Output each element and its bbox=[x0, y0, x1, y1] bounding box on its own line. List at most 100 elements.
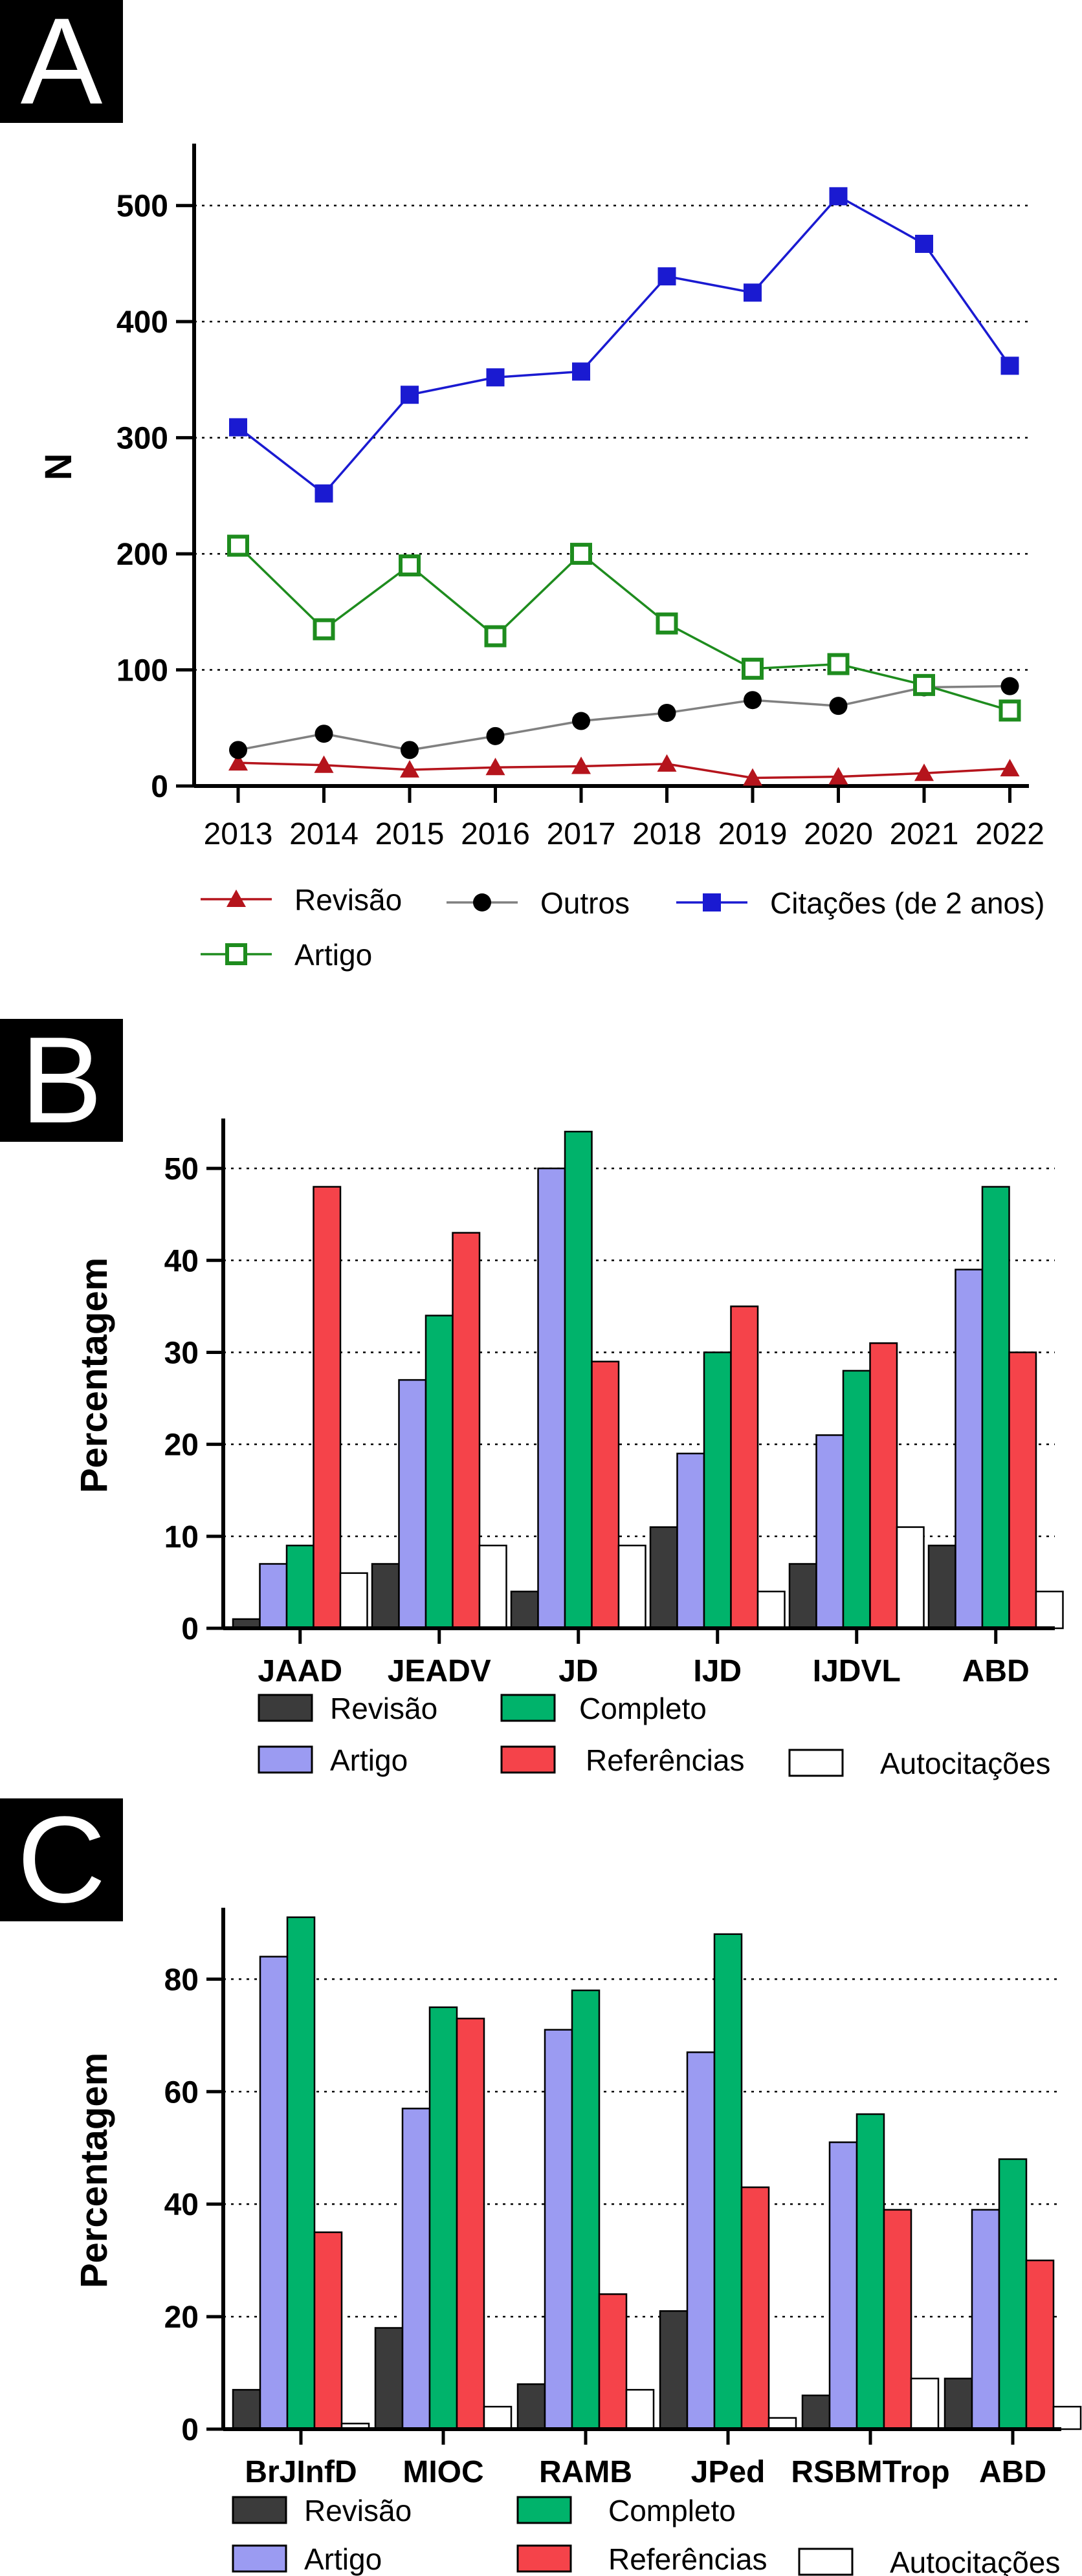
data-point-artigo bbox=[399, 554, 421, 577]
bar-autocitacoes-ijd bbox=[756, 1590, 786, 1630]
y-tick-label: 400 bbox=[116, 305, 168, 340]
legend-swatch-artigo bbox=[232, 2544, 287, 2573]
bar-referencias-ijd bbox=[730, 1305, 759, 1630]
chart-c-bar: 0 20 40 60 80 Percentagem BrJInfD MIOC RAMB JPed R… bbox=[73, 1908, 1082, 2576]
data-point-revisao bbox=[1000, 759, 1020, 777]
data-point-artigo bbox=[742, 657, 764, 680]
x-tick-label: JEADV bbox=[388, 1654, 491, 1688]
y-tick-label: 40 bbox=[164, 1244, 199, 1278]
bar-artigo-abd bbox=[955, 1269, 984, 1630]
bar-completo-brjinfd bbox=[286, 1916, 316, 2430]
bar-revisao-jped bbox=[659, 2310, 689, 2430]
bar-referencias-abd bbox=[1008, 1351, 1037, 1630]
bar-referencias-ijdvl bbox=[869, 1342, 898, 1630]
data-point-outros bbox=[572, 712, 590, 730]
bar-autocitacoes-abd bbox=[1035, 1590, 1064, 1630]
legend-swatch-completo bbox=[500, 1694, 556, 1722]
bar-autocitacoes-ramb bbox=[625, 2388, 655, 2430]
bar-referencias-jd bbox=[591, 1360, 620, 1630]
legend-swatch-autocitacoes bbox=[788, 1749, 844, 1777]
bar-revisao-brjinfd bbox=[232, 2388, 261, 2430]
legend-marker-citacoes-de-2-anos bbox=[703, 893, 721, 911]
bar-revisao-jeadv bbox=[371, 1563, 400, 1630]
bar-artigo-mioc bbox=[401, 2108, 431, 2430]
x-tick-label: 2019 bbox=[718, 817, 788, 851]
data-point-outros bbox=[315, 725, 333, 743]
x-tick-label: ABD bbox=[979, 2455, 1046, 2489]
data-point-outros bbox=[229, 741, 247, 759]
data-point-revisao bbox=[314, 755, 334, 773]
data-point-artigo bbox=[227, 534, 249, 557]
data-point-citacoes-de-2-anos bbox=[572, 362, 590, 381]
bar-referencias-brjinfd bbox=[313, 2231, 343, 2430]
y-tick-label: 30 bbox=[164, 1336, 199, 1370]
bar-referencias-rsbmtrop bbox=[883, 2209, 912, 2430]
x-tick-label: JD bbox=[558, 1654, 598, 1688]
bar-artigo-jaad bbox=[259, 1563, 288, 1630]
bar-autocitacoes-jeadv bbox=[478, 1544, 507, 1630]
y-axis-title: N bbox=[38, 453, 80, 481]
legend-label: Revisão bbox=[294, 883, 402, 917]
bar-revisao-rsbmtrop bbox=[801, 2394, 831, 2430]
y-tick-label: 20 bbox=[164, 2300, 199, 2335]
bar-revisao-ijd bbox=[649, 1526, 678, 1630]
series-line-outros bbox=[237, 684, 1010, 752]
bar-revisao-ijdvl bbox=[788, 1563, 817, 1630]
legend-label: Referências bbox=[586, 1743, 744, 1777]
data-point-artigo bbox=[570, 543, 592, 565]
data-point-revisao bbox=[400, 759, 419, 778]
x-tick-label: RSBMTrop bbox=[791, 2455, 949, 2489]
bar-revisao-ramb bbox=[516, 2383, 546, 2430]
y-tick-label: 10 bbox=[164, 1520, 199, 1555]
bar-completo-ramb bbox=[571, 1989, 601, 2430]
data-point-citacoes-de-2-anos bbox=[829, 187, 848, 206]
data-point-citacoes-de-2-anos bbox=[486, 368, 505, 387]
legend-label: Artigo bbox=[330, 1743, 408, 1777]
legend-label: Autocitações bbox=[880, 1747, 1050, 1780]
data-point-artigo bbox=[656, 612, 678, 635]
x-tick-label: IJD bbox=[693, 1654, 742, 1688]
legend-label: Citações (de 2 anos) bbox=[770, 886, 1044, 920]
data-point-citacoes-de-2-anos bbox=[1000, 356, 1019, 375]
x-tick-label: MIOC bbox=[403, 2455, 483, 2489]
bar-autocitacoes-jd bbox=[617, 1544, 646, 1630]
bar-autocitacoes-mioc bbox=[483, 2405, 513, 2430]
panel-label-c: C bbox=[0, 1798, 123, 1921]
data-point-outros bbox=[486, 726, 505, 745]
data-point-citacoes-de-2-anos bbox=[315, 484, 333, 503]
panel-label-b: B bbox=[0, 1019, 123, 1142]
legend-swatch-revisao bbox=[232, 2496, 287, 2524]
bar-revisao-jd bbox=[510, 1590, 539, 1630]
x-tick-label: 2016 bbox=[461, 817, 530, 851]
data-point-revisao bbox=[657, 754, 677, 772]
data-point-citacoes-de-2-anos bbox=[657, 267, 676, 286]
data-point-revisao bbox=[914, 763, 934, 781]
bar-completo-ijdvl bbox=[842, 1370, 871, 1630]
bar-artigo-jd bbox=[537, 1167, 566, 1630]
x-tick-label: 2014 bbox=[289, 817, 359, 851]
data-point-outros bbox=[1000, 677, 1019, 695]
chart-b-bar: 0 10 20 30 40 50 Percentagem JAAD JEADV JD IJD IJDV… bbox=[73, 1119, 1064, 1780]
bar-artigo-abd bbox=[971, 2209, 1000, 2430]
x-tick-label: 2017 bbox=[547, 817, 616, 851]
data-point-citacoes-de-2-anos bbox=[744, 283, 762, 302]
y-tick-label: 80 bbox=[164, 1963, 199, 1997]
data-point-revisao bbox=[743, 768, 762, 786]
y-tick-label: 40 bbox=[164, 2188, 199, 2222]
bar-referencias-jped bbox=[740, 2186, 770, 2430]
x-tick-label: 2022 bbox=[975, 817, 1044, 851]
data-point-outros bbox=[401, 741, 419, 759]
legend-marker-artigo bbox=[225, 943, 247, 965]
bar-completo-ijd bbox=[703, 1351, 732, 1630]
y-tick-label: 200 bbox=[116, 538, 168, 572]
bar-autocitacoes-ijdvl bbox=[896, 1526, 925, 1630]
chart-a-line: 0 100 200 300 400 500 N 2013 2014 2015 2016 2017 201… bbox=[38, 144, 1044, 972]
legend-label: Artigo bbox=[304, 2542, 382, 2576]
legend-label: Completo bbox=[608, 2494, 736, 2527]
y-axis-title: Percentagem bbox=[73, 1258, 115, 1493]
legend-label: Revisão bbox=[330, 1692, 437, 1725]
bar-referencias-mioc bbox=[456, 2017, 485, 2430]
x-tick-label: JAAD bbox=[258, 1654, 342, 1688]
legend-swatch-autocitacoes bbox=[798, 2548, 854, 2576]
y-tick-label: 0 bbox=[151, 770, 168, 804]
